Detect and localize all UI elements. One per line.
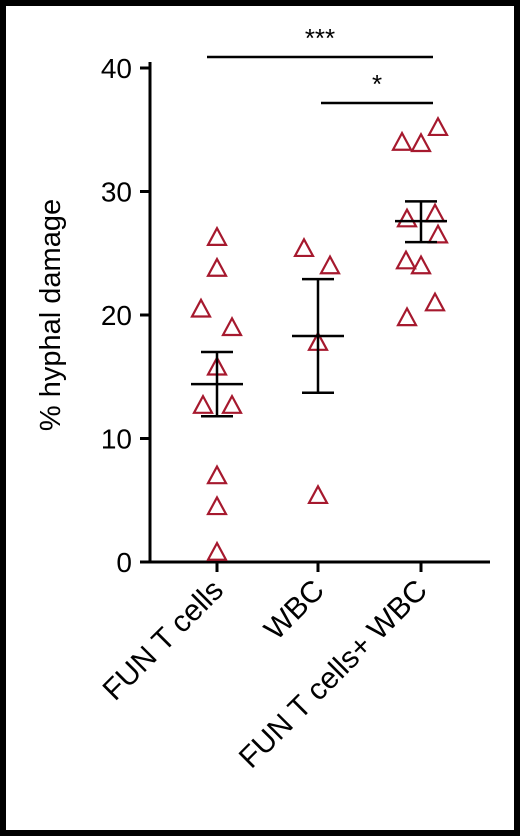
data-point <box>391 130 413 151</box>
data-point <box>424 291 446 312</box>
y-axis-label: % hyphal damage <box>35 199 67 431</box>
data-point <box>221 393 243 414</box>
data-point <box>206 464 228 485</box>
data-point <box>319 254 341 275</box>
data-point <box>192 393 214 414</box>
data-point <box>206 540 228 561</box>
data-point <box>190 297 212 318</box>
significance-brackets: **** <box>207 23 433 105</box>
x-tick-label: WBC <box>258 574 331 647</box>
data-point <box>427 223 449 244</box>
data-point <box>221 316 243 337</box>
y-ticks: 0 10 20 30 40 <box>101 53 150 578</box>
data-point <box>410 132 432 153</box>
data-point <box>396 207 418 228</box>
y-tick-label: 20 <box>101 300 132 331</box>
data-point <box>293 236 315 258</box>
data-point <box>427 115 449 137</box>
data-point <box>206 495 228 516</box>
x-tick-label: FUN T cells <box>97 574 230 707</box>
data-point <box>395 249 417 270</box>
data-point <box>206 225 228 246</box>
y-tick-label: 10 <box>101 424 132 455</box>
data-points <box>190 115 449 561</box>
x-tick-label: FUN T cells+ WBC <box>233 574 434 775</box>
data-point <box>396 306 418 327</box>
data-point <box>307 483 329 505</box>
significance-label: *** <box>305 23 335 53</box>
data-point <box>410 254 432 275</box>
significance-label: * <box>372 69 382 99</box>
data-point <box>424 202 446 223</box>
y-tick-label: 30 <box>101 177 132 208</box>
y-tick-label: 40 <box>101 53 132 84</box>
y-tick-label: 0 <box>116 547 132 578</box>
mean-sem-bars <box>191 200 447 418</box>
data-point <box>206 256 228 277</box>
